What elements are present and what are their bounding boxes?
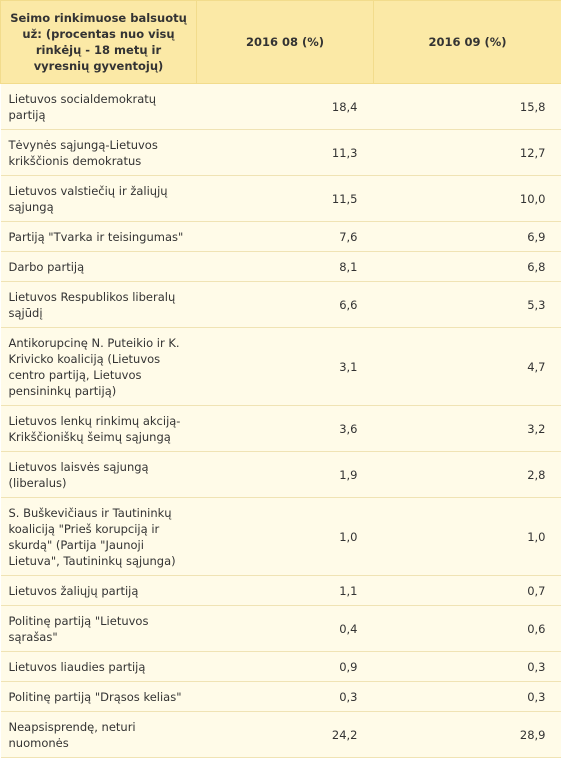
value-cell: 0,3 [374,652,561,682]
header-cell: 2016 09 (%) [374,1,561,84]
value-cell: 3,2 [374,406,561,452]
party-cell: Lietuvos liaudies partiją [1,652,197,682]
value-cell: 0,3 [197,682,374,712]
party-cell: Politinę partiją "Drąsos kelias" [1,682,197,712]
value-cell: 1,1 [197,576,374,606]
value-cell: 18,4 [197,84,374,130]
value-cell: 3,6 [197,406,374,452]
value-cell: 1,0 [197,498,374,576]
table-row: Lietuvos lenkų rinkimų akciją-Krikščioni… [1,406,561,452]
party-cell: Lietuvos žaliųjų partiją [1,576,197,606]
value-cell: 0,4 [197,606,374,652]
value-cell: 0,7 [374,576,561,606]
value-cell: 1,9 [197,452,374,498]
table-row: Tėvynės sąjungą-Lietuvos krikščionis dem… [1,130,561,176]
value-cell: 7,6 [197,222,374,252]
value-cell: 6,9 [374,222,561,252]
party-cell: Partiją "Tvarka ir teisingumas" [1,222,197,252]
party-cell: Lietuvos Respublikos liberalų sąjūdį [1,282,197,328]
party-cell: Antikorupcinę N. Puteikio ir K. Krivicko… [1,328,197,406]
value-cell: 0,3 [374,682,561,712]
party-cell: Lietuvos laisvės sąjungą (liberalus) [1,452,197,498]
party-cell: Lietuvos socialdemokratų partiją [1,84,197,130]
table-row: S. Buškevičiaus ir Tautininkų koaliciją … [1,498,561,576]
party-cell: Politinę partiją "Lietuvos sąrašas" [1,606,197,652]
value-cell: 5,3 [374,282,561,328]
value-cell: 12,7 [374,130,561,176]
value-cell: 0,9 [197,652,374,682]
value-cell: 11,3 [197,130,374,176]
value-cell: 2,8 [374,452,561,498]
header-cell: Seimo rinkimuose balsuotų už: (procentas… [1,1,197,84]
value-cell: 3,1 [197,328,374,406]
party-cell: Tėvynės sąjungą-Lietuvos krikščionis dem… [1,130,197,176]
value-cell: 4,7 [374,328,561,406]
value-cell: 6,6 [197,282,374,328]
value-cell: 8,1 [197,252,374,282]
party-cell: Neapsisprendę, neturi nuomonės [1,712,197,758]
value-cell: 11,5 [197,176,374,222]
party-cell: S. Buškevičiaus ir Tautininkų koaliciją … [1,498,197,576]
table-row: Antikorupcinę N. Puteikio ir K. Krivicko… [1,328,561,406]
value-cell: 15,8 [374,84,561,130]
header-cell: 2016 08 (%) [197,1,374,84]
value-cell: 6,8 [374,252,561,282]
value-cell: 28,9 [374,712,561,758]
party-cell: Darbo partiją [1,252,197,282]
party-cell: Lietuvos valstiečių ir žaliųjų sąjungą [1,176,197,222]
value-cell: 1,0 [374,498,561,576]
value-cell: 0,6 [374,606,561,652]
value-cell: 24,2 [197,712,374,758]
header-row: Seimo rinkimuose balsuotų už: (procentas… [1,1,561,84]
party-cell: Lietuvos lenkų rinkimų akciją-Krikščioni… [1,406,197,452]
value-cell: 10,0 [374,176,561,222]
